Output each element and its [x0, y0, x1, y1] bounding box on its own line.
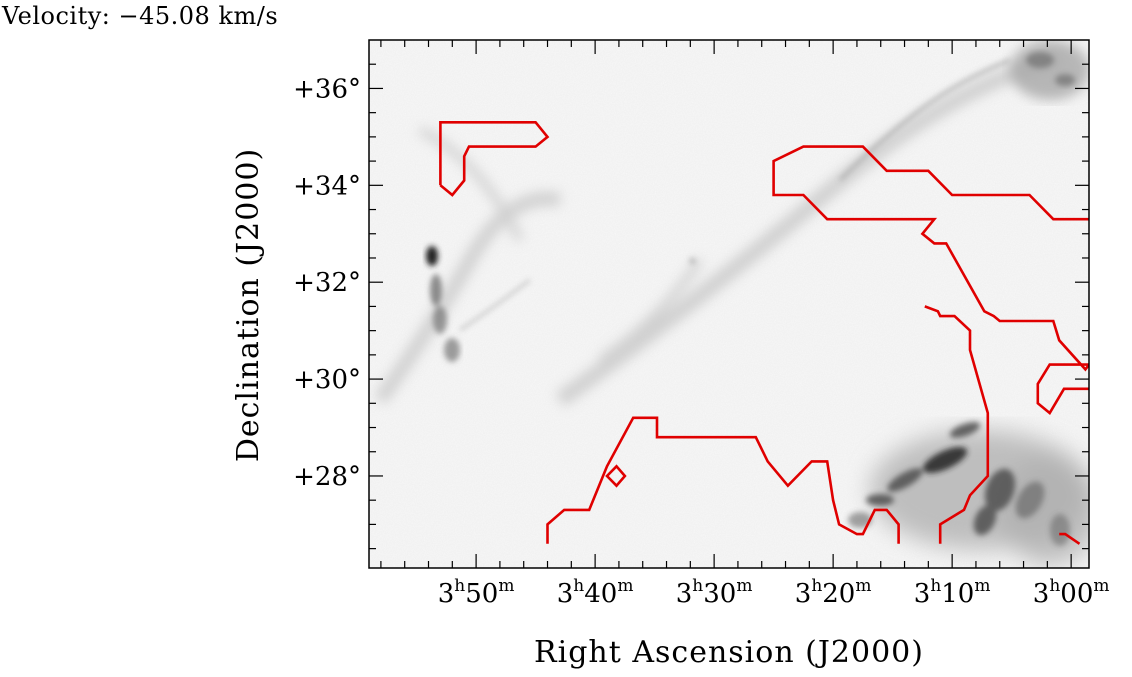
emission-image — [369, 40, 1089, 568]
contour-6 — [924, 305, 990, 544]
y-tick-label: +28° — [293, 462, 361, 492]
contour-3 — [1036, 363, 1089, 415]
x-tick-label: 3h10m — [914, 576, 991, 609]
y-tick-label: +34° — [293, 171, 361, 201]
x-tick-label: 3h20m — [795, 576, 872, 609]
contour-layer — [439, 121, 1089, 545]
contour-2 — [772, 145, 1089, 372]
x-tick-label: 3h30m — [676, 576, 753, 609]
y-tick-label: +30° — [293, 365, 361, 395]
y-tick-label: +36° — [293, 74, 361, 104]
contour-5 — [605, 464, 627, 488]
x-tick-label: 3h00m — [1033, 576, 1110, 609]
contour-7 — [1059, 532, 1081, 545]
contour-4 — [546, 416, 900, 544]
x-tick-label: 3h50m — [438, 576, 515, 609]
tick-labels: 3h50m 3h40m 3h30m 3h20m 3h10m 3h00m +36° +34° +3… — [293, 74, 1109, 609]
y-tick-label: +32° — [293, 268, 361, 298]
plot-frame — [368, 39, 1090, 569]
axis-ticks — [369, 40, 1089, 568]
velocity-label: Velocity: −45.08 km/s — [2, 2, 279, 30]
x-tick-label: 3h40m — [557, 576, 634, 609]
contour-1 — [439, 121, 550, 197]
y-axis-title: Declination (J2000) — [231, 148, 266, 462]
x-axis-title: Right Ascension (J2000) — [534, 635, 924, 670]
